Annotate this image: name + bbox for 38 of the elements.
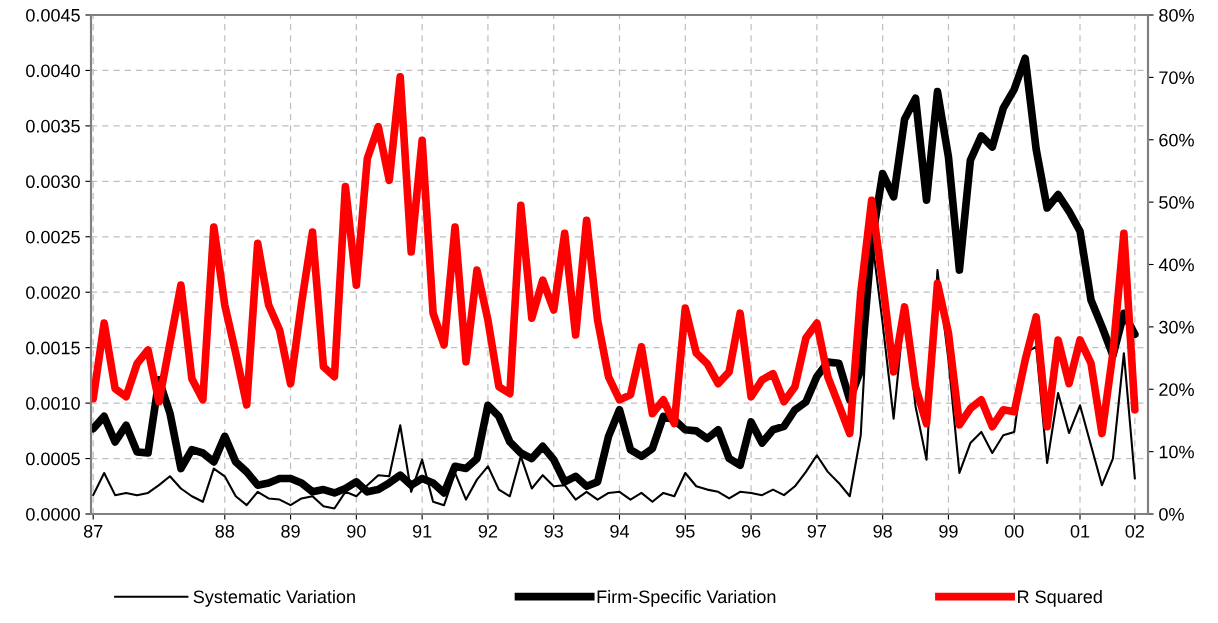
x-tick-label: 94	[610, 524, 630, 538]
x-tick-label: 01	[1070, 524, 1090, 538]
x-tick-label: 91	[412, 524, 432, 538]
y-tick-label: 0.0020	[26, 286, 80, 299]
y2-tick-label: 30%	[1159, 320, 1194, 334]
y-tick-label: 0.0045	[26, 8, 80, 22]
y2-tick-label: 60%	[1159, 133, 1194, 147]
x-tick-label: 89	[281, 524, 300, 538]
y-tick-label: 0.0005	[26, 452, 80, 466]
y-tick-label: 0.0000	[26, 507, 80, 521]
legend-label: Systematic Variation	[193, 589, 355, 607]
x-tick-label: 00	[1004, 524, 1024, 538]
x-tick-label: 95	[676, 524, 695, 538]
legend-label: Firm-Specific Variation	[597, 589, 776, 607]
x-tick-label: 92	[478, 524, 498, 538]
y-tick-label: 0.0030	[26, 175, 80, 189]
x-tick-label: 02	[1125, 524, 1144, 538]
y-tick-label: 0.0010	[26, 397, 80, 410]
x-tick-label: 99	[939, 524, 958, 538]
x-tick-label: 88	[215, 524, 235, 538]
y2-tick-label: 10%	[1159, 445, 1194, 459]
y2-tick-label: 50%	[1159, 196, 1194, 209]
y2-tick-label: 20%	[1159, 383, 1194, 396]
y2-tick-label: 0%	[1159, 507, 1184, 521]
x-tick-label: 93	[544, 524, 563, 538]
y-tick-label: 0.0015	[26, 341, 80, 355]
x-tick-label: 87	[83, 524, 103, 538]
y-tick-label: 0.0040	[26, 64, 80, 78]
y2-tick-label: 80%	[1159, 8, 1194, 22]
x-tick-label: 96	[741, 524, 761, 538]
y-tick-label: 0.0035	[26, 119, 80, 133]
x-tick-label: 97	[807, 524, 826, 538]
y-tick-label: 0.0025	[26, 230, 80, 244]
x-tick-label: 98	[873, 524, 892, 538]
x-tick-label: 90	[347, 524, 366, 538]
y2-tick-label: 40%	[1158, 258, 1194, 272]
legend-label: R Squared	[1018, 589, 1102, 607]
y2-tick-label: 70%	[1159, 71, 1194, 85]
